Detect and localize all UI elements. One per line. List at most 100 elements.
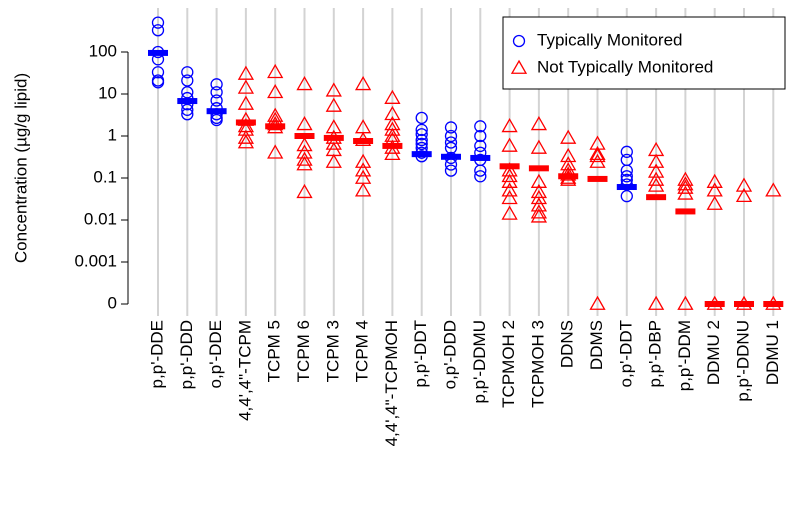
x-tick-label: 4,4',4"-TCPMOH [382, 320, 401, 446]
median-bar [675, 208, 696, 215]
point [181, 86, 194, 99]
point [474, 170, 487, 183]
point [474, 139, 487, 153]
point [474, 164, 487, 177]
point [296, 156, 313, 171]
x-tick-label: TCPM 6 [294, 320, 313, 382]
point [325, 119, 342, 134]
point [735, 187, 753, 203]
median-bar [763, 301, 784, 307]
y-tick-label: 1 [108, 125, 117, 144]
median-bar [499, 163, 520, 170]
x-tick-label: p,p'-DDE [147, 320, 166, 388]
point [354, 162, 372, 177]
median-bar [265, 123, 286, 130]
x-tick-label: 4,4',4"-TCPM [235, 320, 254, 421]
point [677, 171, 694, 186]
median-bar [528, 165, 549, 172]
point [589, 145, 606, 161]
point [296, 115, 313, 131]
point [210, 86, 223, 99]
point [501, 205, 518, 220]
point [501, 173, 518, 188]
y-tick-label: 0.001 [74, 251, 117, 270]
point [415, 111, 428, 125]
point [589, 295, 606, 310]
point [677, 185, 694, 200]
point [210, 113, 223, 127]
point [474, 120, 487, 133]
x-tick-label: p,p'-DDM [675, 320, 694, 391]
legend-marker [510, 59, 528, 74]
point [677, 176, 694, 191]
y-tick-label: 0 [108, 293, 117, 312]
x-tick-label: TCPM 5 [265, 320, 284, 382]
x-tick-label: DDMU 2 [704, 320, 723, 385]
x-tick-label: p,p'-DDNU [733, 320, 752, 402]
point [706, 173, 723, 188]
point [237, 79, 255, 94]
point [296, 183, 313, 199]
x-tick-label: DDMU 1 [763, 320, 782, 385]
median-bar [206, 108, 227, 115]
y-tick-label: 0.1 [93, 167, 117, 186]
point [151, 24, 165, 37]
point [677, 179, 694, 194]
median-bar [177, 98, 198, 105]
point [589, 153, 606, 168]
point [151, 66, 165, 79]
point [325, 153, 342, 168]
median-bar [441, 153, 461, 160]
point [620, 164, 633, 177]
point [647, 163, 665, 178]
point [296, 76, 313, 91]
legend-marker [512, 34, 526, 48]
point [530, 139, 548, 154]
point [237, 95, 255, 110]
median-bar [382, 142, 403, 149]
x-tick-label: TCPMOH 2 [499, 320, 518, 408]
point [501, 167, 518, 183]
median-bar [646, 194, 667, 201]
point [151, 16, 165, 29]
point [560, 147, 577, 163]
point [765, 182, 782, 197]
point [325, 97, 342, 112]
point [647, 153, 665, 168]
point [210, 78, 223, 91]
point [560, 129, 577, 144]
median-bar [353, 138, 374, 145]
point [354, 153, 372, 168]
point [237, 129, 255, 144]
point [444, 164, 458, 177]
point [530, 115, 548, 131]
x-tick-label: TCPMOH 3 [528, 320, 547, 408]
point [444, 121, 458, 134]
point [354, 76, 372, 91]
x-tick-label: o,p'-DDE [206, 320, 225, 388]
point [589, 147, 606, 163]
point [181, 66, 194, 79]
median-bar [558, 173, 579, 180]
x-tick-label: o,p'-DDT [616, 320, 635, 387]
point [296, 137, 313, 152]
x-tick-label: TCPM 3 [323, 320, 342, 382]
point [677, 295, 694, 310]
x-tick-label: TCPM 4 [353, 320, 372, 382]
point [530, 173, 548, 188]
point [620, 189, 633, 203]
legend-label: Not Typically Monitored [537, 57, 713, 76]
point [210, 94, 223, 107]
point [706, 195, 723, 210]
point [237, 134, 255, 149]
point [530, 204, 548, 219]
point [501, 189, 518, 205]
point [181, 74, 194, 87]
point [181, 108, 194, 121]
median-bar [323, 134, 344, 141]
point [354, 182, 372, 197]
point [325, 82, 342, 97]
point [620, 170, 633, 183]
point [647, 295, 665, 310]
point [501, 182, 518, 197]
